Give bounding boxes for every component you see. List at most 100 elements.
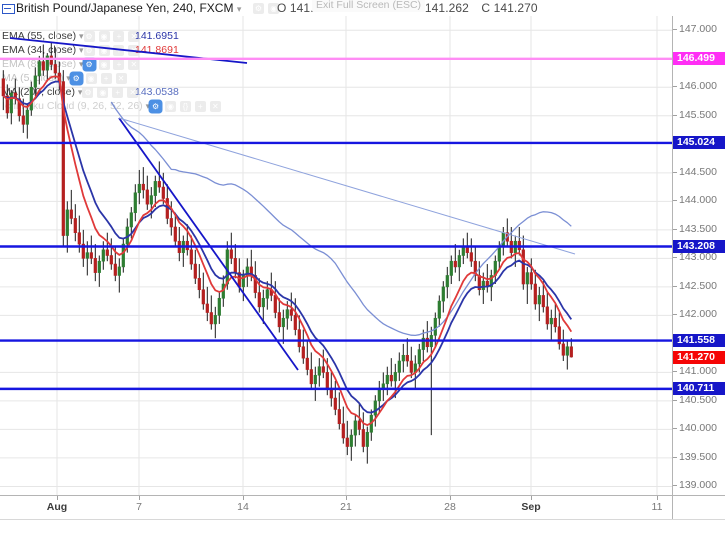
candle-body bbox=[189, 249, 193, 265]
candle-body bbox=[333, 397, 337, 410]
add-icon[interactable]: + bbox=[100, 72, 112, 84]
candle-body bbox=[5, 95, 9, 114]
price-label-last-price[interactable]: 141.270 bbox=[673, 350, 725, 364]
price-label-resistance[interactable]: 145.024 bbox=[673, 136, 725, 150]
candle-body bbox=[161, 186, 165, 199]
settings-icon[interactable]: ⚙ bbox=[82, 86, 94, 98]
settings-icon[interactable]: ⚙ bbox=[83, 30, 95, 42]
exit-fullscreen-tooltip: Exit Full Screen (ESC) bbox=[312, 0, 426, 12]
indicator-label: Ichimoku Cloud (9, 26, 52, 26) bbox=[2, 100, 143, 112]
time-tick-mark bbox=[531, 496, 532, 500]
price-label-support[interactable]: 140.711 bbox=[673, 382, 725, 396]
visibility-icon[interactable]: ◉ bbox=[98, 44, 110, 56]
candle-body bbox=[289, 309, 293, 316]
ma-line bbox=[2, 75, 573, 426]
candle-body bbox=[537, 295, 541, 305]
chevron-down-icon[interactable]: ▾ bbox=[236, 4, 242, 14]
price-tick: 139.000 bbox=[673, 479, 717, 491]
settings-icon[interactable]: ⚙ bbox=[83, 58, 95, 70]
time-axis[interactable]: Aug 7 14 21 28 Sep 11 bbox=[0, 495, 725, 519]
close-icon[interactable]: ✕ bbox=[115, 72, 127, 84]
candle-body bbox=[317, 366, 321, 376]
time-tick-label: 7 bbox=[136, 501, 142, 513]
candle-body bbox=[157, 181, 161, 188]
chart-header: British Pound/Japanese Yen, 240, FXCM ▾ … bbox=[0, 0, 725, 16]
settings-icon[interactable]: ⚙ bbox=[150, 100, 162, 112]
chevron-down-icon[interactable]: ▾ bbox=[79, 59, 84, 69]
indicator-row-ma5[interactable]: MA (5, close) ▾ ⚙ ◉ + ✕ bbox=[2, 72, 127, 84]
indicator-icon-group[interactable]: ⚙ ◉ + ✕ bbox=[83, 30, 141, 42]
chevron-down-icon[interactable]: ▾ bbox=[145, 101, 151, 111]
candle-body bbox=[53, 64, 57, 74]
indicator-row-ichimoku[interactable]: Ichimoku Cloud (9, 26, 52, 26) ▾ ⚙ ◉ {} … bbox=[2, 100, 221, 112]
indicator-icon-group[interactable]: ⚙ ◉ + ✕ bbox=[70, 72, 128, 84]
visibility-icon[interactable]: ◉ bbox=[97, 86, 109, 98]
visibility-icon[interactable]: ◉ bbox=[98, 30, 110, 42]
candle-body bbox=[489, 275, 493, 288]
chevron-down-icon[interactable]: ▾ bbox=[79, 45, 84, 55]
add-icon[interactable]: + bbox=[112, 86, 124, 98]
bottom-divider bbox=[0, 519, 725, 520]
price-label-resistance[interactable]: 143.208 bbox=[673, 239, 725, 253]
braces-icon[interactable]: {} bbox=[179, 100, 191, 112]
candle-body bbox=[121, 243, 125, 268]
visibility-icon[interactable]: ◉ bbox=[165, 100, 177, 112]
settings-icon[interactable]: ⚙ bbox=[83, 44, 95, 56]
low-value: L 141.262 bbox=[415, 1, 469, 15]
candle-body bbox=[393, 372, 397, 382]
close-icon[interactable]: ✕ bbox=[209, 100, 221, 112]
chevron-down-icon[interactable]: ▾ bbox=[77, 87, 83, 97]
settings-icon[interactable]: ⚙ bbox=[70, 72, 82, 84]
symbol-title[interactable]: British Pound/Japanese Yen, 240, FXCM ▾ bbox=[16, 1, 241, 15]
price-tick: 144.500 bbox=[673, 166, 717, 178]
indicator-row-ema89[interactable]: EMA (89, close) ▾ ⚙ ◉ + ✕ bbox=[2, 58, 140, 70]
indicator-icon-group[interactable]: ⚙ ◉ + ✕ bbox=[83, 58, 141, 70]
candle-body bbox=[533, 283, 537, 305]
chevron-down-icon[interactable]: ▾ bbox=[66, 73, 71, 83]
candle-body bbox=[137, 183, 141, 194]
candle-body bbox=[41, 61, 45, 71]
visibility-icon[interactable]: ◉ bbox=[85, 72, 97, 84]
price-label-ema34-line[interactable]: 146.499 bbox=[673, 52, 725, 66]
close-icon[interactable]: ✕ bbox=[128, 30, 140, 42]
candle-body bbox=[101, 249, 105, 262]
indicator-icon-group[interactable]: ⚙ ◉ + ✕ bbox=[82, 86, 139, 98]
candle-body bbox=[217, 297, 221, 316]
candle-body bbox=[29, 86, 33, 111]
add-icon[interactable]: + bbox=[113, 58, 125, 70]
candle-body bbox=[61, 81, 65, 236]
candle-body bbox=[361, 429, 365, 447]
indicator-icon-group[interactable]: ⚙ ◉ {} + ✕ bbox=[150, 100, 222, 112]
candle-body bbox=[173, 226, 177, 242]
add-icon[interactable]: + bbox=[194, 100, 206, 112]
candle-body bbox=[97, 260, 101, 273]
candle-body bbox=[425, 337, 429, 348]
candle-body bbox=[301, 346, 305, 359]
visibility-icon[interactable]: ◉ bbox=[268, 3, 280, 15]
candle-body bbox=[449, 260, 453, 276]
candle-body bbox=[469, 252, 473, 262]
candle-body bbox=[277, 312, 281, 328]
settings-icon[interactable]: ⚙ bbox=[253, 3, 264, 15]
candle-body bbox=[313, 374, 317, 385]
candle-body bbox=[205, 303, 209, 313]
chart-plot-area[interactable] bbox=[0, 16, 672, 495]
add-icon[interactable]: + bbox=[113, 30, 125, 42]
header-icon-group[interactable]: ⚙ ◉ bbox=[253, 3, 280, 15]
candle-body bbox=[325, 372, 329, 390]
close-icon[interactable]: ✕ bbox=[128, 58, 140, 70]
candle-body bbox=[89, 252, 93, 259]
price-label-resistance[interactable]: 141.558 bbox=[673, 334, 725, 348]
price-axis[interactable]: 147.000 146.000 145.500 144.500 144.000 143.5… bbox=[672, 16, 725, 495]
candle-body bbox=[145, 189, 149, 205]
indicator-label: EMA (34, close) bbox=[2, 44, 77, 56]
chart-style-icon[interactable] bbox=[2, 4, 15, 14]
price-tick: 142.000 bbox=[673, 308, 717, 320]
close-icon[interactable]: ✕ bbox=[127, 86, 139, 98]
visibility-icon[interactable]: ◉ bbox=[98, 58, 110, 70]
candle-body bbox=[337, 409, 341, 425]
chevron-down-icon[interactable]: ▾ bbox=[79, 31, 84, 41]
candle-body bbox=[541, 295, 545, 308]
time-tick-label: 28 bbox=[444, 501, 456, 513]
